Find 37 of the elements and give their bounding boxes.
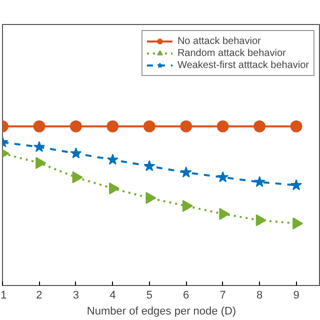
point <box>256 214 266 226</box>
x-tick-label: 3 <box>72 290 80 302</box>
x-tick-label: 4 <box>110 290 116 302</box>
point <box>180 166 192 178</box>
point <box>143 120 156 132</box>
point <box>180 120 192 132</box>
point <box>33 120 46 132</box>
point <box>36 156 46 169</box>
point <box>219 208 230 220</box>
point <box>108 182 120 194</box>
point <box>254 176 266 188</box>
point <box>33 141 45 152</box>
point <box>144 160 156 172</box>
point <box>217 171 229 182</box>
x-axis-title: Number of edges per node (D) <box>86 306 236 318</box>
point <box>290 179 302 190</box>
point <box>290 120 302 132</box>
legend-label: Random attack behavior <box>177 47 286 59</box>
point <box>292 217 304 230</box>
point <box>106 120 119 132</box>
x-tick-label: 5 <box>146 290 152 302</box>
point <box>70 120 82 132</box>
point <box>182 200 193 212</box>
x-tick-label: 8 <box>256 290 263 302</box>
point <box>70 147 82 158</box>
point <box>254 120 266 132</box>
point <box>106 154 118 165</box>
x-tick-label: 6 <box>183 290 190 302</box>
x-tick-label: 7 <box>220 290 226 302</box>
legend-label: No attack behavior <box>177 35 261 47</box>
x-tick-label: 2 <box>36 290 42 302</box>
point <box>146 192 156 204</box>
legend-label: Weakest-first atttack behavior <box>177 59 309 71</box>
point <box>72 171 83 184</box>
point <box>216 120 229 132</box>
x-tick-label: 9 <box>293 290 300 302</box>
x-tick-label: 1 <box>0 290 7 302</box>
